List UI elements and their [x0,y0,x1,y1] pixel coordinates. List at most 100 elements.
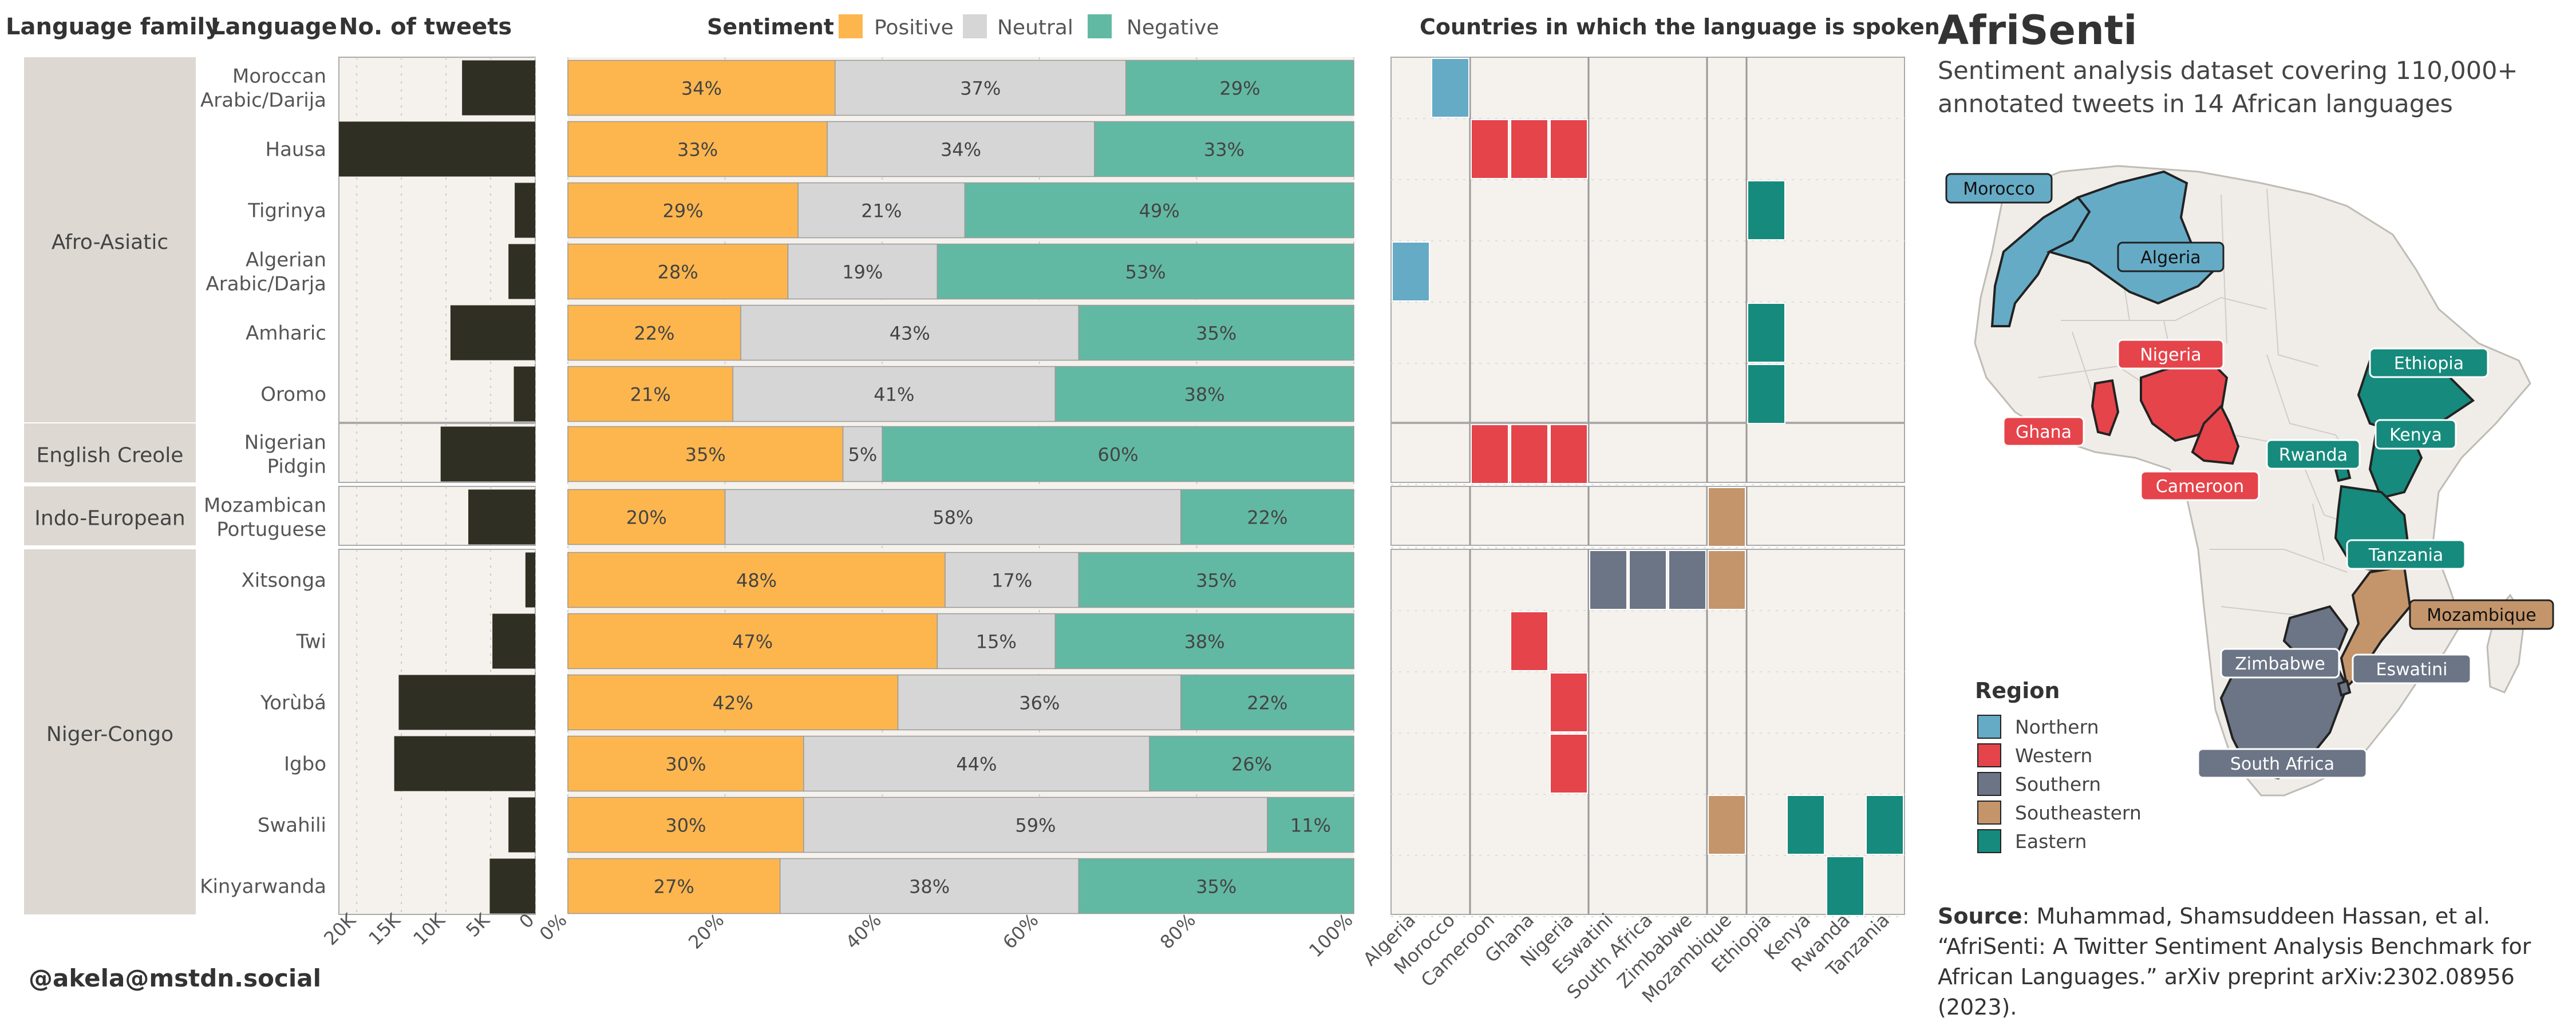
language-label: Igbo [284,753,326,776]
map-label-box [2220,648,2340,679]
sentiment-bar-negative [1078,858,1354,914]
map-label-text: Tanzania [2368,545,2444,565]
region-legend-swatch [1977,715,2001,739]
sentiment-bar-negative [1180,674,1354,731]
sentiment-bar-negative [937,243,1354,300]
country-cell [1708,550,1746,610]
sentiment-value-label: 21% [630,384,671,406]
map-label-text: Algeria [2140,248,2200,268]
sentiment-value-label: 15% [976,631,1017,653]
sentiment-bar-neutral [842,426,883,482]
sentiment-bar-negative [1267,797,1354,853]
header-num-tweets: No. of tweets [339,14,512,40]
sentiment-value-label: 30% [665,815,706,837]
sentiment-value-label: 42% [713,692,753,714]
region-legend-label: Southern [2015,773,2101,795]
sentiment-bar-negative [1078,304,1354,361]
region-legend-label: Eastern [2015,830,2087,853]
sentiment-bar-neutral [803,735,1150,792]
map-label-text: South Africa [2230,754,2334,774]
region-legend-title: Region [1975,678,2060,703]
sentiment-value-label: 21% [861,200,902,222]
region-legend-swatch [1977,772,2001,796]
country-cell [1668,550,1706,610]
tweets-bar [525,552,535,608]
legend-negative-swatch [1088,14,1112,38]
sentiment-value-label: 28% [658,262,698,283]
language-label: Kinyarwanda [200,876,326,898]
sentiment-value-label: 35% [1196,876,1236,898]
map-label-text: Mozambique [2427,605,2536,625]
sentiment-bar-neutral [779,858,1080,914]
sentiment-value-label: 41% [874,384,914,406]
country-cell [1787,795,1825,855]
country-cell [1550,672,1588,732]
family-label: English Creole [37,444,184,468]
sentiment-bar-positive [567,797,804,853]
author-handle: @akela@mstdn.social [29,964,322,992]
language-label: Hausa [266,138,327,161]
sentiment-value-label: 44% [956,754,997,775]
sentiment-bar-neutral [945,552,1080,608]
sentiment-bar-neutral [724,489,1182,545]
sentiment-value-label: 38% [909,876,950,898]
sentiment-value-label: 33% [677,139,718,161]
header-language-family: Language family [6,14,220,40]
sentiment-bar-neutral [803,797,1268,853]
map-label-text: Cameroon [2156,477,2244,497]
tweets-bar [394,736,535,791]
tweets-panel-bg [338,549,536,915]
header-language: Language [211,14,337,40]
sentiment-bar-negative [1054,613,1354,670]
sentiment-value-label: 48% [736,570,777,592]
tweets-bar [398,675,535,730]
map-region-morocco [1990,196,2091,327]
sentiment-bar-positive [567,366,734,422]
map-label-text: Zimbabwe [2235,654,2325,674]
sentiment-bar-neutral [797,182,966,239]
sentiment-value-label: 38% [1184,384,1225,406]
map-label-box [2117,241,2225,272]
country-cell [1510,424,1548,484]
tweets-bar [515,183,535,238]
map-label-text: Kenya [2389,425,2442,445]
sentiment-bar-negative [964,182,1354,239]
country-cell [1471,424,1509,484]
sentiment-bar-neutral [937,613,1056,670]
country-cell [1708,487,1746,547]
country-cell [1550,734,1588,794]
language-label: Xitsonga [241,569,326,592]
sentiment-bar-neutral [740,304,1080,361]
map-label-text: Morocco [1963,179,2035,199]
country-cell [1471,119,1509,179]
sentiment-tick-label: 20% [684,909,728,953]
tweets-bar [513,366,535,422]
sentiment-bar-negative [1149,735,1354,792]
family-block [24,423,196,482]
sentiment-bar-negative [1054,366,1354,422]
sentiment-value-label: 58% [933,507,973,529]
family-block [24,486,196,545]
map-label-box [2117,339,2225,370]
source-note: Source: Muhammad, Shamsuddeen Hassan, et… [1938,901,2567,1023]
language-label: Twi [296,631,326,653]
map-label-box [2266,439,2361,470]
country-cell [1629,550,1667,610]
countries-panel-bg [1390,423,1905,483]
legend-neutral-label: Neutral [997,16,1073,39]
sentiment-value-label: 35% [685,444,726,466]
map-label-box [2002,416,2085,447]
sentiment-tick-label: 80% [1156,909,1200,953]
africa-map: Morocco Algeria Nigeria Ghana Cameroon Ethiop… [1945,165,2554,797]
sentiment-value-label: 43% [890,323,930,344]
sentiment-bar-positive [567,304,741,361]
sentiment-bar-negative [1125,60,1354,116]
language-label: Moroccan [232,65,326,88]
sentiment-bar-neutral [787,243,938,300]
region-legend-swatch [1977,743,2001,767]
country-cell [1589,550,1627,610]
source-label: Source [1938,904,2022,929]
sentiment-value-label: 26% [1231,754,1272,775]
map-label-text: Rwanda [2279,445,2348,465]
